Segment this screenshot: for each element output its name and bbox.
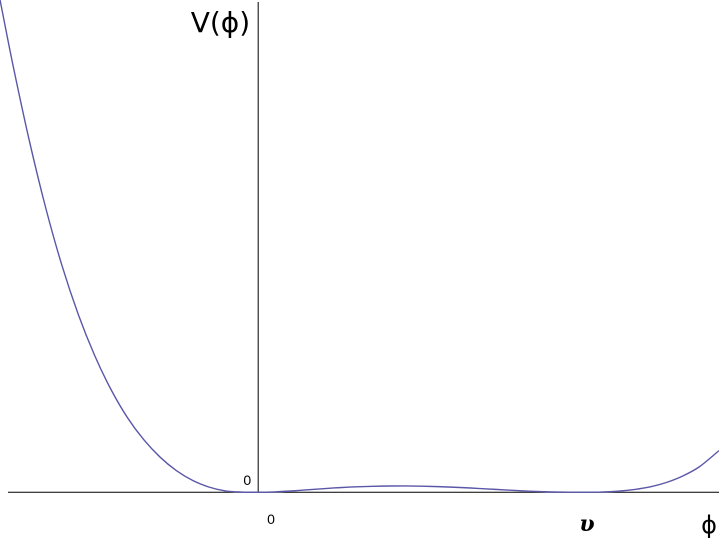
x-axis-label: ϕ xyxy=(701,511,717,538)
axes xyxy=(8,2,719,493)
curve-layer xyxy=(0,0,719,493)
x-tick-label-1: υ xyxy=(579,511,594,537)
x-tick-label-0: 0 xyxy=(267,511,275,527)
series-line-0 xyxy=(0,0,719,493)
label-layer: V(ϕ) ϕ 0 υ 0 xyxy=(191,6,717,538)
y-tick-label-0: 0 xyxy=(243,472,251,488)
y-axis-label: V(ϕ) xyxy=(191,6,250,39)
